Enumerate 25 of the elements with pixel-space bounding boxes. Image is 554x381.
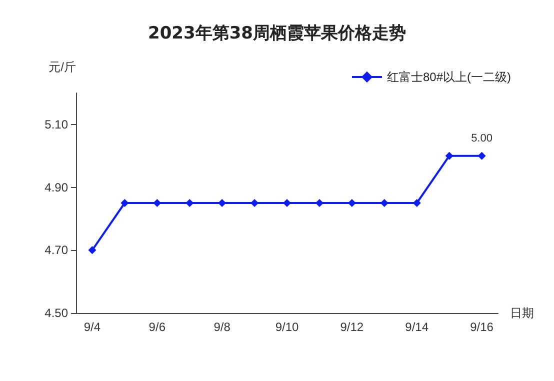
point xyxy=(478,152,486,160)
x-tick-label: 9/8 xyxy=(214,320,231,334)
point xyxy=(120,199,129,207)
legend-label: 红富士80#以上(一二级) xyxy=(386,70,512,84)
y-tick-label: 4.70 xyxy=(44,243,68,258)
point xyxy=(153,199,162,207)
x-tick-label: 9/14 xyxy=(405,320,429,334)
x-tick-label: 9/12 xyxy=(340,320,364,334)
x-axis-title: 日期 xyxy=(510,306,534,320)
point xyxy=(445,152,454,160)
y-axis-title: 元/斤 xyxy=(48,60,76,74)
chart-title: 2023年第38周栖霞苹果价格走势 xyxy=(148,24,406,44)
point xyxy=(283,199,291,207)
x-tick-label: 9/4 xyxy=(84,320,101,334)
y-tick-label: 4.90 xyxy=(44,180,68,194)
point xyxy=(88,246,96,254)
x-tick-label: 9/6 xyxy=(148,320,166,334)
y-tick-label: 5.10 xyxy=(44,117,68,132)
point xyxy=(412,199,421,207)
point xyxy=(380,199,388,207)
data-label: 5.00 xyxy=(471,132,492,144)
x-tick-label: 9/16 xyxy=(470,320,494,334)
x-tick-label: 9/10 xyxy=(275,320,299,334)
point xyxy=(186,199,194,207)
y-tick-label: 4.50 xyxy=(44,306,68,320)
